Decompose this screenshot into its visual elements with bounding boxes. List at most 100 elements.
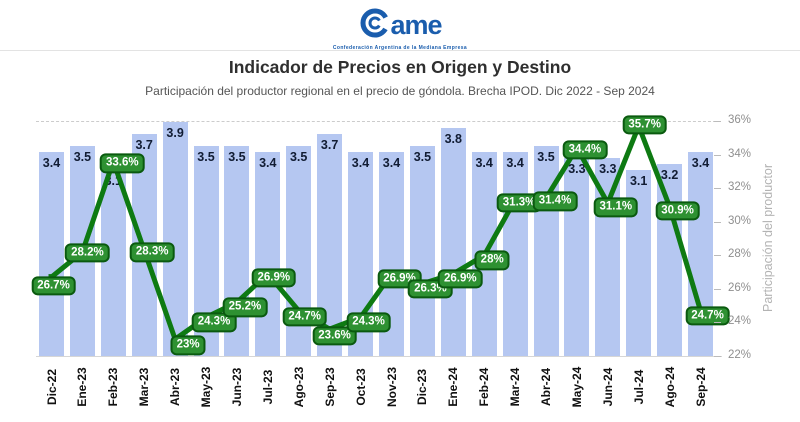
bar-value-label: 3.1 xyxy=(629,174,648,188)
line-value-label: 24.7% xyxy=(685,306,730,326)
x-tick-label: Feb-23 xyxy=(106,367,121,407)
bar-value-label: 3.7 xyxy=(320,138,339,152)
line-value-label: 35.7% xyxy=(622,115,667,135)
x-tick-label: May-24 xyxy=(569,366,584,408)
x-tick-label: Oct-23 xyxy=(353,368,368,406)
bar-Jul-23 xyxy=(255,152,281,356)
y-tick-label: 30% xyxy=(728,214,752,227)
y-tick-mark xyxy=(714,255,721,257)
bar-value-label: 3.8 xyxy=(444,132,462,146)
bar-Dic-22 xyxy=(39,152,64,356)
bar-value-label: 3.9 xyxy=(166,126,184,140)
bar-value-label: 3.5 xyxy=(197,150,215,164)
page-title: Indicador de Precios en Origen y Destino xyxy=(228,57,572,77)
y-tick-mark xyxy=(714,322,721,324)
y-tick-label: 26% xyxy=(728,281,752,294)
bar-value-label: 3.5 xyxy=(73,150,92,164)
y-tick-mark xyxy=(714,121,721,122)
y-tick-label: 22% xyxy=(728,349,752,361)
x-tick-label: Dic-23 xyxy=(415,368,430,406)
bar-value-label: 3.4 xyxy=(506,156,524,170)
x-tick-label: Jul-24 xyxy=(631,369,646,405)
header: ame Confederación Argentina de la Median… xyxy=(0,5,800,51)
line-value-label: 28% xyxy=(474,250,510,270)
x-tick-label: May-23 xyxy=(199,366,213,408)
x-axis-line xyxy=(36,356,722,357)
logo-wordmark: ame xyxy=(390,10,442,40)
page-subtitle: Participación del productor regional en … xyxy=(145,84,655,98)
gridline-36pct xyxy=(36,121,716,122)
line-value-label: 26.9% xyxy=(437,269,483,289)
ipod-line xyxy=(49,123,703,342)
line-value-label: 24.7% xyxy=(282,307,327,327)
line-value-label: 26.7% xyxy=(31,276,76,296)
bar-May-24 xyxy=(564,158,590,356)
x-tick-label: Abr-23 xyxy=(168,367,183,407)
x-tick-label: Ago-23 xyxy=(291,366,306,408)
x-tick-label: Mar-23 xyxy=(137,367,152,407)
right-axis-title: Participación del productor xyxy=(761,164,775,312)
bar-value-label: 3.4 xyxy=(42,156,61,170)
y-tick-label: 28% xyxy=(728,248,752,261)
bar-Dic-23 xyxy=(409,146,435,356)
x-tick-label: Feb-24 xyxy=(477,367,492,407)
x-tick-label: Ene-24 xyxy=(446,367,461,407)
logo-subtitle: Confederación Argentina de la Mediana Em… xyxy=(332,45,468,51)
line-value-label: 23.6% xyxy=(312,326,357,346)
bar-value-label: 3.3 xyxy=(568,162,586,176)
x-tick-label: Jun-23 xyxy=(229,367,244,407)
line-value-label: 31.1% xyxy=(593,197,639,217)
x-tick-label: Sep-23 xyxy=(322,367,337,407)
bar-value-label: 3.5 xyxy=(413,150,432,164)
header-divider xyxy=(0,50,800,51)
line-value-label: 24.3% xyxy=(346,312,391,333)
came-c-ring-icon xyxy=(360,8,390,38)
line-value-label: 25.2% xyxy=(222,297,268,317)
x-tick-label: Dic-22 xyxy=(44,368,59,406)
line-value-label: 30.9% xyxy=(655,200,700,221)
line-value-label: 24.3% xyxy=(191,312,237,333)
came-logo: ame xyxy=(358,5,443,40)
bar-value-label: 3.4 xyxy=(382,156,401,170)
bar-value-label: 3.2 xyxy=(660,168,679,182)
bar-value-label: 3.4 xyxy=(351,156,370,170)
bar-value-label: 3.5 xyxy=(289,150,308,164)
y-tick-label: 36% xyxy=(728,114,752,126)
y-tick-mark xyxy=(714,188,721,190)
line-value-label: 28.3% xyxy=(129,242,175,262)
y-tick-mark xyxy=(714,356,721,357)
bar-value-label: 3.4 xyxy=(259,156,277,170)
line-value-label: 31.4% xyxy=(532,191,578,211)
y-tick-mark xyxy=(714,221,721,223)
bar-value-label: 3.5 xyxy=(228,150,246,164)
bar-Ago-24 xyxy=(657,164,683,356)
x-tick-label: Abr-24 xyxy=(539,367,553,407)
x-tick-label: Nov-23 xyxy=(384,366,399,408)
bar-value-label: 3.3 xyxy=(599,162,617,176)
y-tick-label: 34% xyxy=(728,147,752,160)
x-tick-label: Ago-24 xyxy=(662,366,677,408)
bar-value-label: 3.5 xyxy=(537,150,555,164)
line-value-label: 23% xyxy=(170,335,206,355)
line-value-label: 31.3% xyxy=(496,193,542,213)
x-tick-label: Ene-23 xyxy=(75,367,90,407)
x-tick-label: Mar-24 xyxy=(508,367,523,407)
bar-Feb-23 xyxy=(100,170,126,356)
x-tick-label: Jun-24 xyxy=(600,367,615,407)
line-value-label: 34.4% xyxy=(562,140,608,160)
y-tick-mark xyxy=(714,288,721,290)
bar-value-label: 3.7 xyxy=(135,138,153,152)
y-tick-label: 32% xyxy=(728,181,752,194)
y-tick-mark xyxy=(714,154,721,156)
bar-Ene-24 xyxy=(440,128,466,356)
line-value-label: 26.9% xyxy=(251,268,297,288)
bar-value-label: 3.4 xyxy=(691,156,710,170)
line-value-label: 33.6% xyxy=(99,153,145,173)
line-value-label: 28.2% xyxy=(65,243,110,263)
x-tick-label: Sep-24 xyxy=(693,367,708,407)
bar-value-label: 3.4 xyxy=(475,156,493,170)
x-tick-label: Jul-23 xyxy=(260,369,275,405)
y-tick-label: 24% xyxy=(728,315,752,328)
